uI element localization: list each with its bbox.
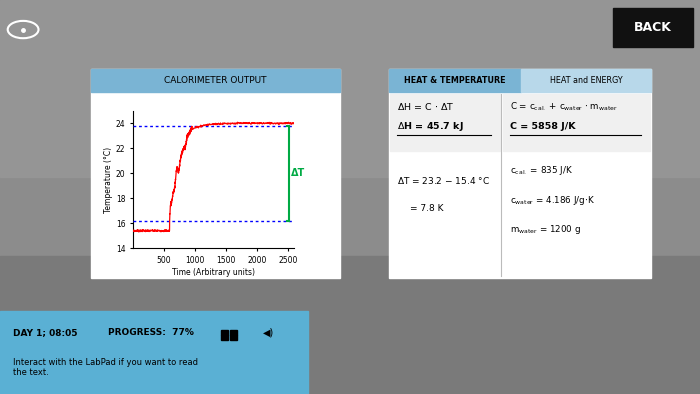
Text: DAY 1; 08:05: DAY 1; 08:05 <box>13 329 77 337</box>
Bar <box>521 69 651 92</box>
Bar <box>220 330 228 335</box>
Bar <box>390 94 500 151</box>
Bar <box>0 0 700 177</box>
Text: HEAT and ENERGY: HEAT and ENERGY <box>550 76 622 85</box>
Bar <box>0 311 308 394</box>
Text: Interact with the LabPad if you want to read
the text.: Interact with the LabPad if you want to … <box>13 357 197 377</box>
Bar <box>91 69 340 92</box>
Bar <box>389 69 651 278</box>
Bar <box>230 330 237 335</box>
Bar <box>612 8 693 47</box>
Y-axis label: Temperature (°C): Temperature (°C) <box>104 147 113 212</box>
Text: BACK: BACK <box>634 21 672 34</box>
Text: $\Delta$T = 23.2 $-$ 15.4 $\degree$C: $\Delta$T = 23.2 $-$ 15.4 $\degree$C <box>397 175 490 186</box>
Bar <box>230 335 237 340</box>
Text: c$_\mathregular{cal.}$ = 835 J/K: c$_\mathregular{cal.}$ = 835 J/K <box>510 164 573 177</box>
Text: C = 5858 J/K: C = 5858 J/K <box>510 122 575 131</box>
Text: $\Delta$H = C $\cdot$ $\Delta$T: $\Delta$H = C $\cdot$ $\Delta$T <box>397 101 454 112</box>
Text: $\Delta$H = 45.7 kJ: $\Delta$H = 45.7 kJ <box>397 120 463 133</box>
Bar <box>0 256 700 394</box>
Text: c$_\mathregular{water}$ = 4.186 J/g$\cdot$K: c$_\mathregular{water}$ = 4.186 J/g$\cdo… <box>510 194 595 206</box>
Text: C = c$_\mathregular{cal.}$ + c$_\mathregular{water}$ $\cdot$ m$_\mathregular{wat: C = c$_\mathregular{cal.}$ + c$_\mathreg… <box>510 100 618 113</box>
Text: = 7.8 K: = 7.8 K <box>410 204 443 213</box>
Text: ΔT: ΔT <box>291 168 305 178</box>
Text: HEAT & TEMPERATURE: HEAT & TEMPERATURE <box>404 76 505 85</box>
Bar <box>220 335 228 340</box>
Text: PROGRESS:  77%: PROGRESS: 77% <box>108 329 195 337</box>
X-axis label: Time (Arbitrary units): Time (Arbitrary units) <box>172 268 255 277</box>
Bar <box>389 69 521 92</box>
Bar <box>91 69 340 278</box>
Text: m$_\mathregular{water}$ = 1200 g: m$_\mathregular{water}$ = 1200 g <box>510 223 581 236</box>
Text: ◀): ◀) <box>262 328 274 338</box>
Bar <box>503 94 650 151</box>
Text: CALORIMETER OUTPUT: CALORIMETER OUTPUT <box>164 76 267 85</box>
